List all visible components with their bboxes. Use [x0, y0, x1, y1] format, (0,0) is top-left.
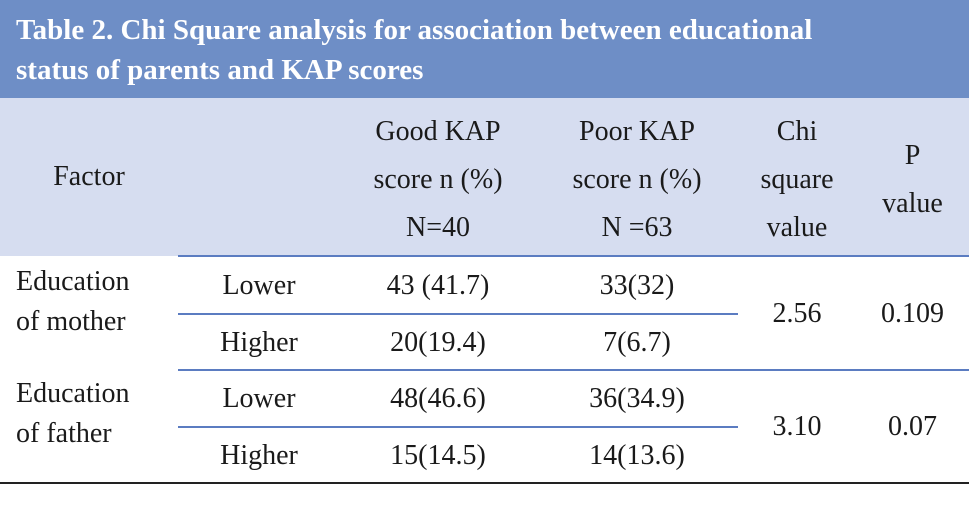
header-good-kap-line-2: score n (%)	[373, 164, 503, 195]
header-good-kap: Good KAP score n (%) N=40	[340, 105, 536, 255]
header-poor-kap-line-2: score n (%)	[572, 164, 702, 195]
factor-education-mother-line-1: Education	[16, 266, 130, 297]
chi-square-mother: 2.56	[738, 258, 856, 370]
factor-education-mother-line-2: of mother	[16, 306, 126, 337]
group-divider-rule	[178, 369, 969, 371]
table-row-mother-higher-good: 20(19.4)	[340, 315, 536, 370]
table-row-mother-lower-good: 43 (41.7)	[340, 258, 536, 313]
poor-kap-value: 33(32)	[599, 269, 675, 301]
table-title-line-1: Table 2. Chi Square analysis for associa…	[16, 14, 813, 46]
chi-square-father: 3.10	[738, 371, 856, 483]
poor-kap-value: 14(13.6)	[589, 439, 685, 471]
factor-education-mother: Education of mother	[16, 262, 176, 366]
table-row-father-higher-good: 15(14.5)	[340, 428, 536, 483]
header-poor-kap: Poor KAP score n (%) N =63	[536, 105, 738, 255]
table-header	[0, 98, 969, 256]
table-title: Table 2. Chi Square analysis for associa…	[0, 0, 969, 98]
poor-kap-value: 36(34.9)	[589, 382, 685, 414]
table-row-mother-lower-level: Lower	[178, 258, 340, 313]
good-kap-value: 48(46.6)	[390, 382, 486, 414]
table-row-mother-lower-poor: 33(32)	[536, 258, 738, 313]
table-row-father-higher-level: Higher	[178, 428, 340, 483]
level-label: Higher	[220, 439, 298, 471]
level-label: Higher	[220, 326, 298, 358]
chi-square-value: 3.10	[772, 411, 822, 442]
header-poor-kap-line-3: N =63	[601, 212, 673, 243]
header-p-value-line-2: value	[882, 188, 943, 219]
level-label: Lower	[222, 382, 296, 414]
p-value: 0.109	[881, 298, 944, 329]
factor-education-father-line-1: Education	[16, 378, 130, 409]
header-good-kap-line-1: Good KAP	[375, 116, 501, 147]
father-row-divider	[178, 426, 738, 428]
table-row-mother-higher-level: Higher	[178, 315, 340, 370]
header-p-value: P value	[856, 105, 969, 255]
poor-kap-value: 7(6.7)	[603, 326, 671, 358]
header-chi-square-line-1: Chi	[776, 116, 818, 147]
chi-square-value: 2.56	[772, 298, 822, 329]
good-kap-value: 15(14.5)	[390, 439, 486, 471]
header-factor-label: Factor	[53, 161, 125, 192]
header-divider-rule	[178, 255, 969, 257]
header-chi-square-line-3: value	[766, 212, 828, 243]
table-row-father-lower-good: 48(46.6)	[340, 371, 536, 426]
table-row-father-lower-poor: 36(34.9)	[536, 371, 738, 426]
header-chi-square-line-2: square	[760, 164, 834, 195]
factor-education-father: Education of father	[16, 374, 176, 478]
table-row-mother-higher-poor: 7(6.7)	[536, 315, 738, 370]
good-kap-value: 20(19.4)	[390, 326, 486, 358]
p-value: 0.07	[888, 411, 937, 442]
table-row-father-lower-level: Lower	[178, 371, 340, 426]
table-bottom-rule	[0, 482, 969, 484]
p-value-mother: 0.109	[856, 258, 969, 370]
header-chi-square: Chi square value	[738, 105, 856, 255]
header-good-kap-line-3: N=40	[405, 212, 470, 243]
header-factor: Factor	[0, 98, 178, 256]
mother-row-divider	[178, 313, 738, 315]
table-row-father-higher-poor: 14(13.6)	[536, 428, 738, 483]
header-poor-kap-line-1: Poor KAP	[579, 116, 695, 147]
table-title-line-2: status of parents and KAP scores	[16, 54, 424, 86]
p-value-father: 0.07	[856, 371, 969, 483]
level-label: Lower	[222, 269, 296, 301]
good-kap-value: 43 (41.7)	[386, 269, 490, 301]
factor-education-father-line-2: of father	[16, 418, 112, 449]
header-p-value-line-1: P	[904, 140, 921, 171]
